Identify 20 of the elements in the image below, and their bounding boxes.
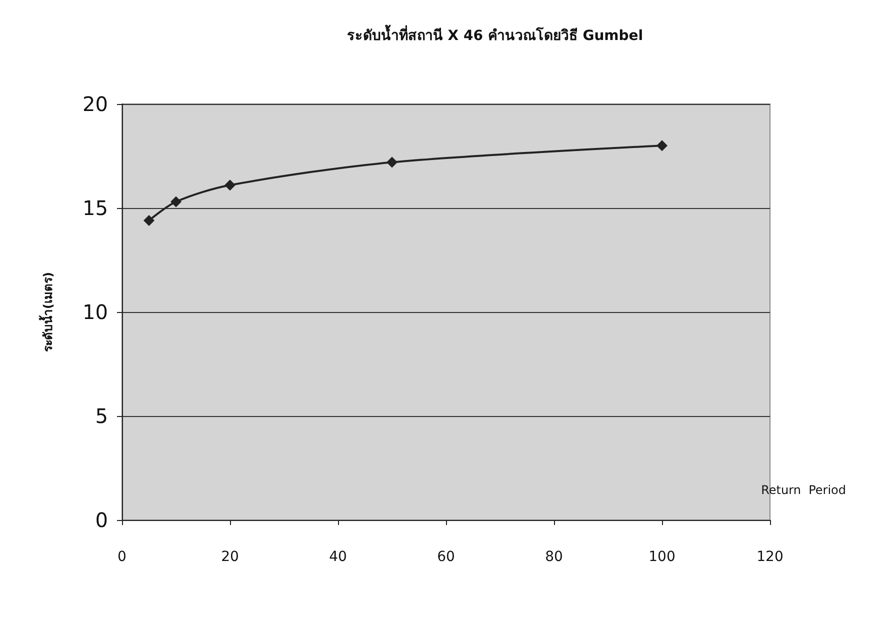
y-tick-label: 5 [95, 404, 108, 428]
x-tick-label: 60 [437, 549, 455, 565]
point [386, 156, 398, 168]
y-axis-title: ระดับน้ำ(เมตร) [38, 272, 55, 352]
x-tick-label: 80 [545, 549, 563, 565]
x-tick-label: 40 [329, 549, 347, 565]
y-tick-label: 20 [82, 92, 108, 116]
x-tick-label: 120 [756, 549, 784, 565]
point [224, 180, 236, 191]
y-tick-label: 0 [95, 508, 108, 532]
x-axis-title: Return Period [761, 483, 846, 497]
x-tick-label: 0 [118, 549, 126, 565]
x-tick-label: 100 [648, 549, 676, 565]
chart-title: ระดับน้ำที่สถานี X 46 คำนวณโดยวิธี Gumbel [346, 24, 644, 44]
point [170, 196, 182, 208]
point [656, 140, 668, 152]
y-tick-label: 10 [82, 300, 108, 324]
y-tick-label: 15 [82, 196, 108, 220]
x-tick-label: 20 [221, 549, 239, 565]
point [144, 214, 154, 226]
